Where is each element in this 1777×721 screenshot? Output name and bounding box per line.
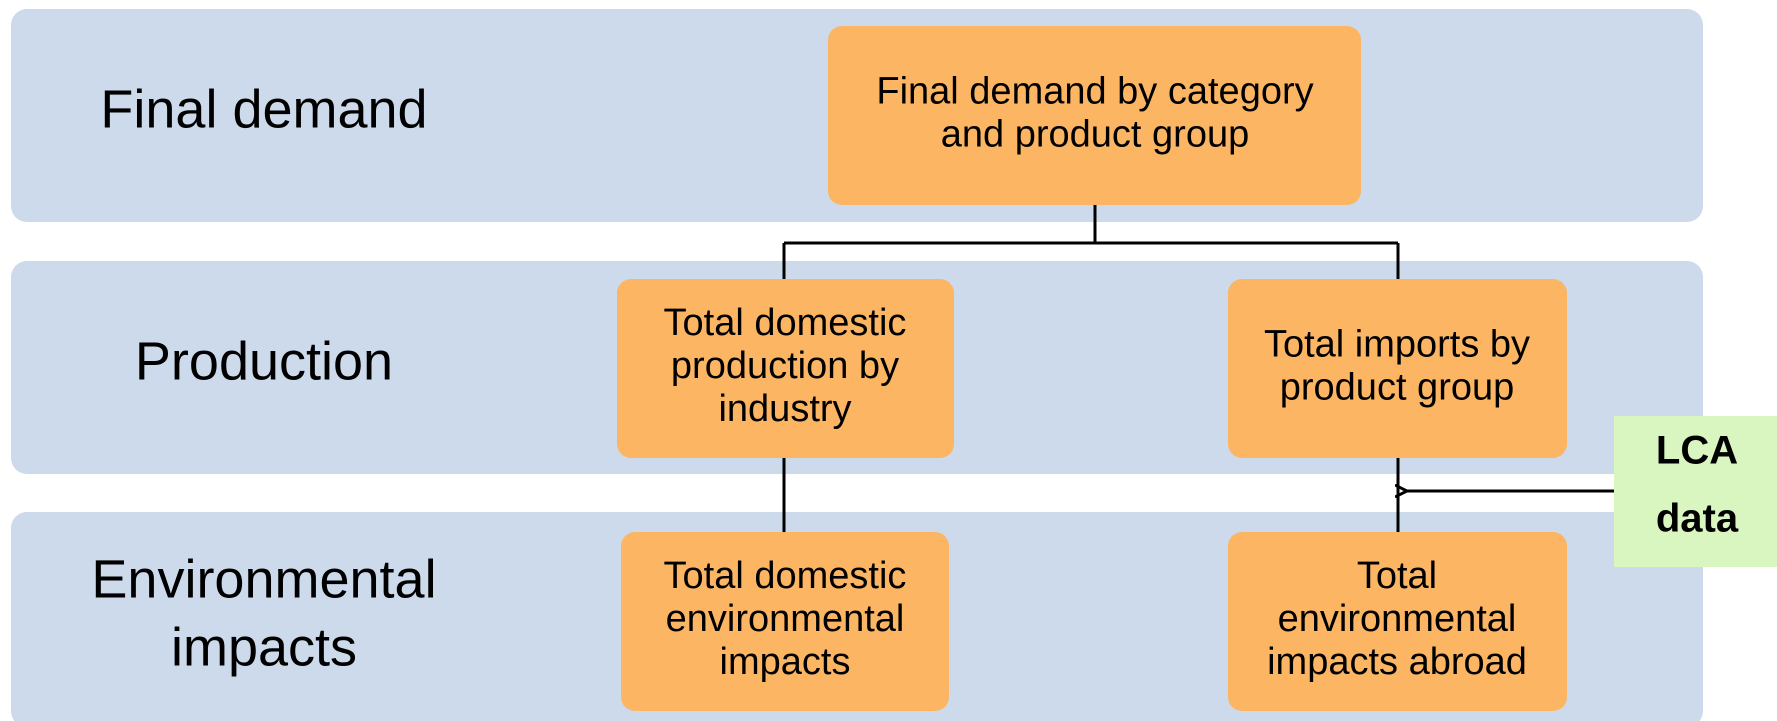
connector <box>782 205 1400 532</box>
node-label: Total <box>1357 555 1437 597</box>
node-label: product group <box>1280 367 1515 409</box>
node-label: Total imports by <box>1264 324 1530 366</box>
node-label: Total domestic <box>664 555 907 597</box>
node-box <box>1228 279 1567 458</box>
node-label: environmental <box>666 598 905 640</box>
row-label: impacts <box>171 617 357 677</box>
node-box <box>617 279 954 458</box>
source-box <box>1614 416 1777 567</box>
node-label: Total domestic <box>664 302 907 344</box>
node-box <box>1228 532 1567 711</box>
node-label: production by <box>671 345 899 387</box>
row-label: Final demand <box>100 79 427 139</box>
node-label: environmental <box>1278 598 1517 640</box>
src-label: data <box>1656 497 1739 541</box>
node-label: impacts abroad <box>1267 641 1527 683</box>
row-label: Production <box>135 331 393 391</box>
src-label: LCA <box>1656 429 1738 473</box>
row-label: Environmental <box>91 549 436 609</box>
node-label: industry <box>718 388 851 430</box>
node-box <box>621 532 949 711</box>
node-label: Final demand by category <box>876 71 1313 113</box>
node-label: and product group <box>941 114 1249 156</box>
node-label: impacts <box>720 641 851 683</box>
node-box <box>828 26 1361 205</box>
